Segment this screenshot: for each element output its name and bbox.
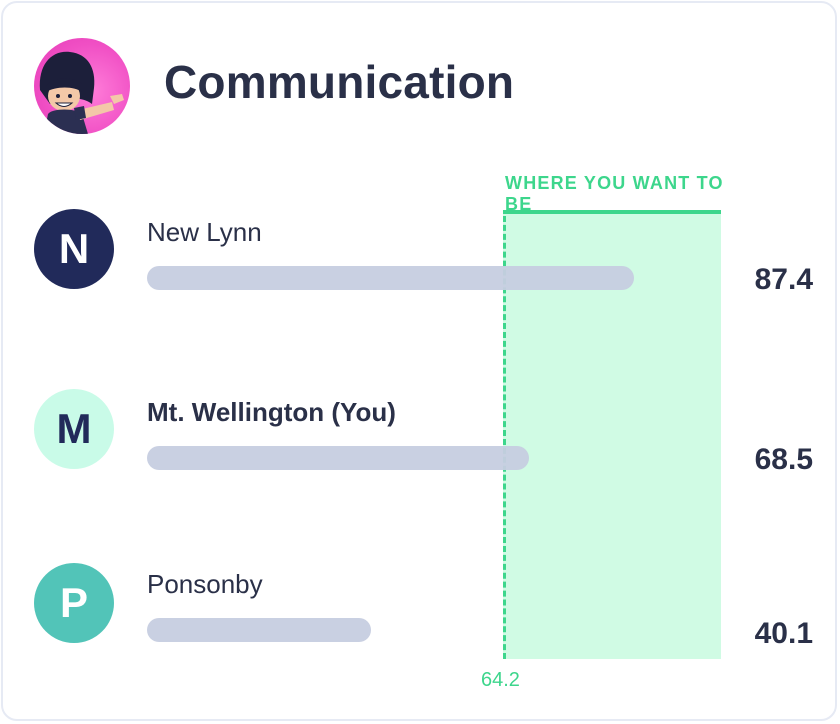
bar-track-mt-wellington (147, 446, 727, 470)
bar-track-ponsonby (147, 618, 727, 642)
threshold-line (503, 216, 506, 659)
bar-mt-wellington (147, 446, 529, 470)
category-label-ponsonby: Ponsonby (147, 569, 263, 599)
bar-new-lynn (147, 266, 634, 290)
badge-mt-wellington: M (34, 389, 114, 469)
bar-ponsonby (147, 618, 371, 642)
target-zone-top-line (503, 210, 721, 214)
character-avatar (34, 38, 130, 134)
category-label-new-lynn: New Lynn (147, 217, 262, 247)
target-zone-label: WHERE YOU WANT TO BE (505, 173, 724, 214)
value-label-mt-wellington: 68.5 (754, 443, 813, 476)
badge-new-lynn: N (34, 209, 114, 289)
category-label-mt-wellington: Mt. Wellington (You) (147, 397, 396, 427)
value-label-ponsonby: 40.1 (754, 617, 813, 650)
threshold-value-label: 64.2 (481, 669, 520, 691)
bar-track-new-lynn (147, 266, 727, 290)
value-label-new-lynn: 87.4 (754, 263, 813, 296)
badge-ponsonby: P (34, 563, 114, 643)
page-title: Communication (164, 56, 515, 108)
character-illustration (39, 51, 124, 134)
